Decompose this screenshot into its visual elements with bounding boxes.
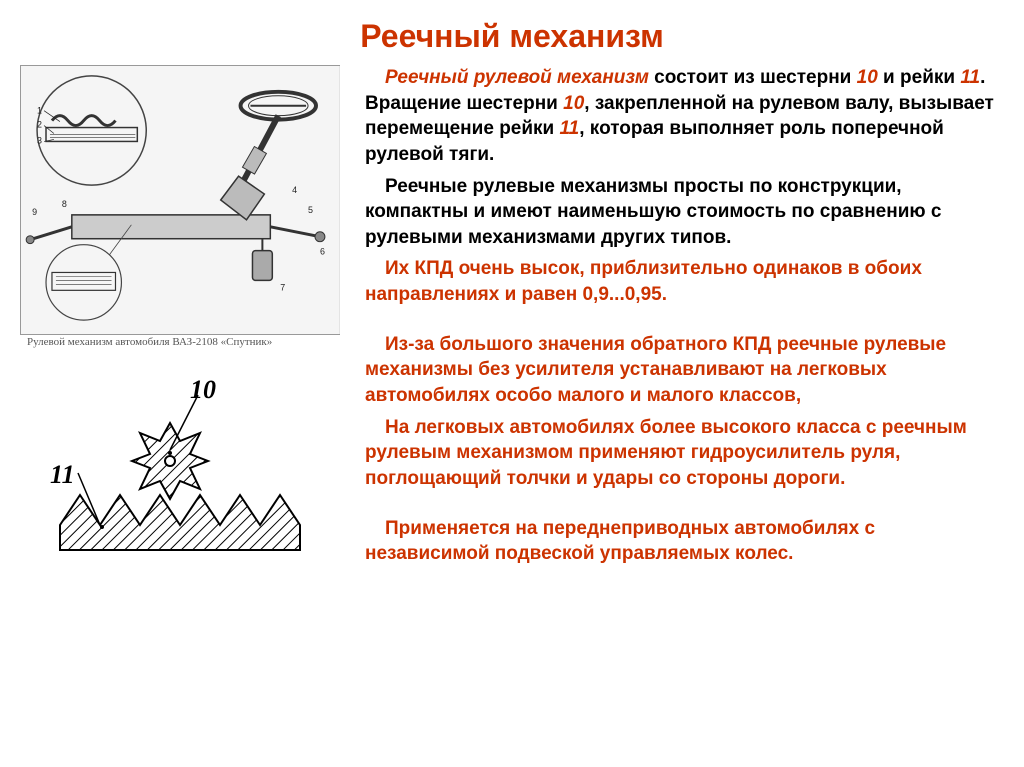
svg-text:8: 8 (62, 199, 67, 209)
svg-text:2: 2 (37, 120, 42, 130)
svg-text:7: 7 (280, 282, 285, 292)
svg-text:4: 4 (292, 185, 297, 195)
svg-text:6: 6 (320, 247, 325, 257)
paragraph: Реечные рулевые механизмы просты по конс… (365, 174, 1004, 251)
left-column: 1 2 3 (20, 65, 350, 575)
text-run: Из-за большого значения обратного КПД ре… (365, 334, 946, 406)
paragraph: Из-за большого значения обратного КПД ре… (365, 332, 1004, 409)
figure1-caption: Рулевой механизм автомобиля ВАЗ-2108 «Сп… (21, 334, 339, 350)
figure-steering-assembly: 1 2 3 (20, 65, 340, 335)
svg-text:1: 1 (37, 106, 42, 116)
svg-text:3: 3 (37, 135, 42, 145)
paragraph: Реечный рулевой механизм состоит из шест… (365, 65, 1004, 168)
text-run: Применяется на переднеприводных автомоби… (365, 518, 875, 565)
text-run: На легковых автомобилях более высокого к… (365, 417, 967, 489)
text-run: 11 (560, 118, 580, 139)
paragraph: На легковых автомобилях более высокого к… (365, 415, 1004, 492)
text-run: состоит из шестерни (649, 67, 857, 88)
text-run: 11 (960, 67, 980, 88)
label-gear-10: 10 (190, 375, 216, 405)
text-run: Реечный рулевой механизм (385, 67, 649, 88)
content-row: 1 2 3 (0, 65, 1024, 575)
paragraph: Применяется на переднеприводных автомоби… (365, 516, 1004, 567)
text-column: Реечный рулевой механизм состоит из шест… (350, 65, 1004, 575)
label-rack-11: 11 (50, 460, 75, 490)
text-run: 10 (857, 67, 878, 88)
rack-pinion-svg (50, 375, 310, 575)
text-run: Реечные рулевые механизмы просты по конс… (365, 176, 941, 248)
page-title: Реечный механизм (0, 0, 1024, 65)
text-run: Их КПД очень высок, приблизительно одина… (365, 258, 922, 305)
svg-text:5: 5 (308, 205, 313, 215)
paragraph: Их КПД очень высок, приблизительно одина… (365, 256, 1004, 307)
text-run: 10 (563, 93, 584, 114)
steering-assembly-svg: 1 2 3 (21, 66, 341, 334)
svg-text:9: 9 (32, 207, 37, 217)
text-run: и рейки (878, 67, 961, 88)
figure-rack-pinion-detail: 10 11 (50, 375, 310, 575)
